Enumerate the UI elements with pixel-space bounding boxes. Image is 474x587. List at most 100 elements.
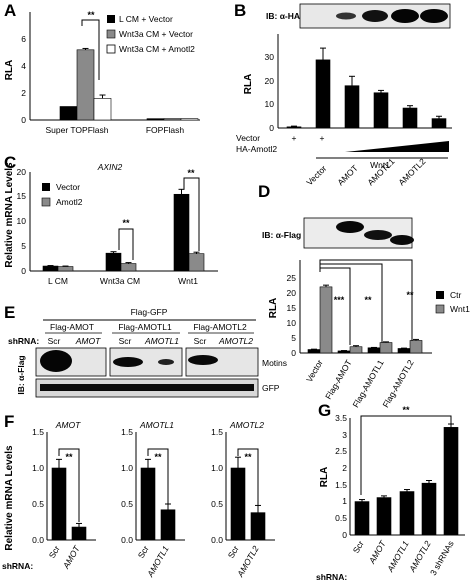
panel-e-blot-gfp: [35, 378, 259, 398]
panel-e-shrna: Scr: [194, 336, 207, 346]
panel-b-ytick: 30: [265, 52, 275, 62]
panel-a-ylabel: RLA: [4, 60, 15, 81]
panel-e-blot-motins: [35, 347, 259, 377]
panel-g-shrna-label: shRNA:: [316, 572, 347, 582]
panel-f-ytick: 0.0: [211, 535, 223, 545]
panel-d-bar-2: [319, 286, 333, 354]
panel-b-row-label-vector: Vector: [236, 133, 260, 143]
panel-f: F Relative mRNA Levels shRNA: AMOT 0.0 0…: [2, 412, 275, 579]
panel-d-sig-bracket: [319, 259, 413, 341]
panel-d: D Vector AMOT AMOTL1 AMOTL2 IB: α-Flag R…: [258, 156, 470, 409]
panel-f1-bars: [51, 458, 87, 541]
panel-e-shrna: Scr: [48, 336, 61, 346]
panel-b-ytick: 0: [269, 123, 274, 133]
panel-c-bar-2: [188, 253, 205, 272]
panel-g-letter: G: [318, 401, 331, 420]
panel-g-sig-bracket: [360, 415, 452, 495]
panel-g-ytick: 1: [342, 496, 347, 506]
panel-g-bar: [399, 491, 415, 536]
legend-swatch-vector: [42, 183, 50, 191]
panel-c-bars: [42, 188, 205, 272]
panel-g-bar: [376, 497, 392, 536]
panel-c-legend: Vector Amotl2: [41, 182, 83, 207]
panel-e-group: Flag-AMOT: [50, 322, 94, 332]
panel-d-bar-2: [379, 342, 393, 354]
panel-c-xlabel: Wnt1: [178, 276, 198, 286]
panel-f-ytick: 1.0: [32, 463, 44, 473]
panel-a-bar-3: [180, 118, 199, 121]
panel-d-bar-2: [409, 340, 423, 354]
panel-f2-title: AMOTL1: [139, 420, 174, 430]
panel-c-ytick: 0: [21, 266, 26, 276]
panel-f1-sig-bracket: [58, 448, 80, 522]
panel-a-ytick: 4: [21, 61, 26, 71]
panel-c-title: AXIN2: [97, 162, 123, 172]
panel-f-letter: F: [4, 412, 14, 431]
panel-b-plus: +: [320, 133, 325, 143]
panel-e-row-label: GFP: [262, 383, 280, 393]
panel-d-ytick: 0: [291, 348, 296, 358]
panel-b-ytick: 10: [265, 99, 275, 109]
panel-a-legend: L CM + Vector Wnt3a CM + Vector Wnt3a CM…: [106, 14, 195, 54]
panel-c-xlabel: L CM: [48, 276, 68, 286]
panel-d-ytick: 15: [287, 303, 297, 313]
panel-f2-bars: [140, 458, 176, 541]
panel-g-bar: [443, 427, 459, 536]
panel-g-bar: [354, 501, 370, 536]
panel-c-bar-1: [173, 193, 190, 272]
panel-d-ytick: 5: [291, 333, 296, 343]
panel-d-bar-1: [337, 350, 351, 354]
panel-f1-bar: [71, 526, 87, 541]
panel-b-bar: [286, 126, 302, 129]
panel-b-row-label-ha-amotl2: HA-Amotl2: [236, 144, 277, 154]
panel-f1-xlabel: Scr: [47, 544, 62, 560]
panel-f-ytick: 1.0: [211, 463, 223, 473]
panel-d-xlabel: Flag-AMOTL1: [350, 358, 385, 409]
panel-d-blot-label: IB: α-Flag: [262, 230, 301, 240]
panel-g-xlabel: AMOT: [366, 538, 388, 566]
legend-label: Wnt3a CM + Vector: [119, 29, 193, 39]
panel-c-sig-bracket: [118, 228, 134, 260]
panel-g-sig: **: [402, 405, 410, 415]
panel-b-bar: [373, 92, 389, 129]
panel-b: B IB: α-HA RLA 0 10 20 30 Vector HA-Amot…: [234, 1, 452, 170]
panel-a-bar-2: [163, 118, 182, 121]
panel-e-row-label: Motins: [262, 358, 287, 368]
panel-d-bar-2: [349, 346, 363, 354]
panel-b-ylabel: RLA: [243, 74, 254, 95]
legend-swatch-wnt1: [435, 304, 445, 314]
panel-g-ytick: 0.5: [335, 513, 347, 523]
panel-a-bar-3: [93, 98, 112, 121]
panel-a-bars: [59, 47, 199, 121]
panel-a-bar-2: [76, 49, 95, 121]
panel-f2-bar: [140, 467, 156, 541]
panel-d-blot-lane: Vector: [304, 163, 328, 187]
panel-b-bar: [402, 107, 418, 129]
panel-e-group: Flag-AMOTL2: [193, 322, 247, 332]
panel-c-bar-2: [57, 266, 74, 272]
panel-b-bar: [431, 118, 447, 129]
panel-c-ytick: 10: [17, 216, 27, 226]
panel-c-ylabel: Relative mRNA Levels: [4, 162, 15, 268]
panel-d-ytick: 25: [287, 273, 297, 283]
panel-a-bar-1: [146, 118, 165, 121]
panel-f-ytick: 0.0: [32, 535, 44, 545]
panel-f-ytick: 0.5: [32, 499, 44, 509]
panel-f3-title: AMOTL2: [229, 420, 264, 430]
panel-f1-xlabel: AMOT: [60, 543, 82, 571]
panel-f-ytick: 1.5: [32, 427, 44, 437]
legend-swatch-wnt3a-vector: [106, 29, 116, 39]
panel-f-ytick: 1.0: [121, 463, 133, 473]
panel-e-shrna: AMOTL1: [144, 336, 179, 346]
panel-d-sig-bracket: [319, 263, 383, 343]
panel-c: C AXIN2 Relative mRNA Levels 0 5 10 15 2…: [4, 153, 218, 286]
panel-c-xlabel: Wnt3a CM: [100, 276, 140, 286]
panel-d-bar-1: [397, 348, 411, 354]
panel-e-shrna: Scr: [119, 336, 132, 346]
panel-g-bar: [421, 482, 437, 536]
legend-swatch-ctr: [436, 291, 444, 299]
panel-d-sig-bracket: [319, 267, 351, 345]
panel-c-ytick: 20: [17, 167, 27, 177]
panel-f3-sig: **: [244, 452, 252, 462]
